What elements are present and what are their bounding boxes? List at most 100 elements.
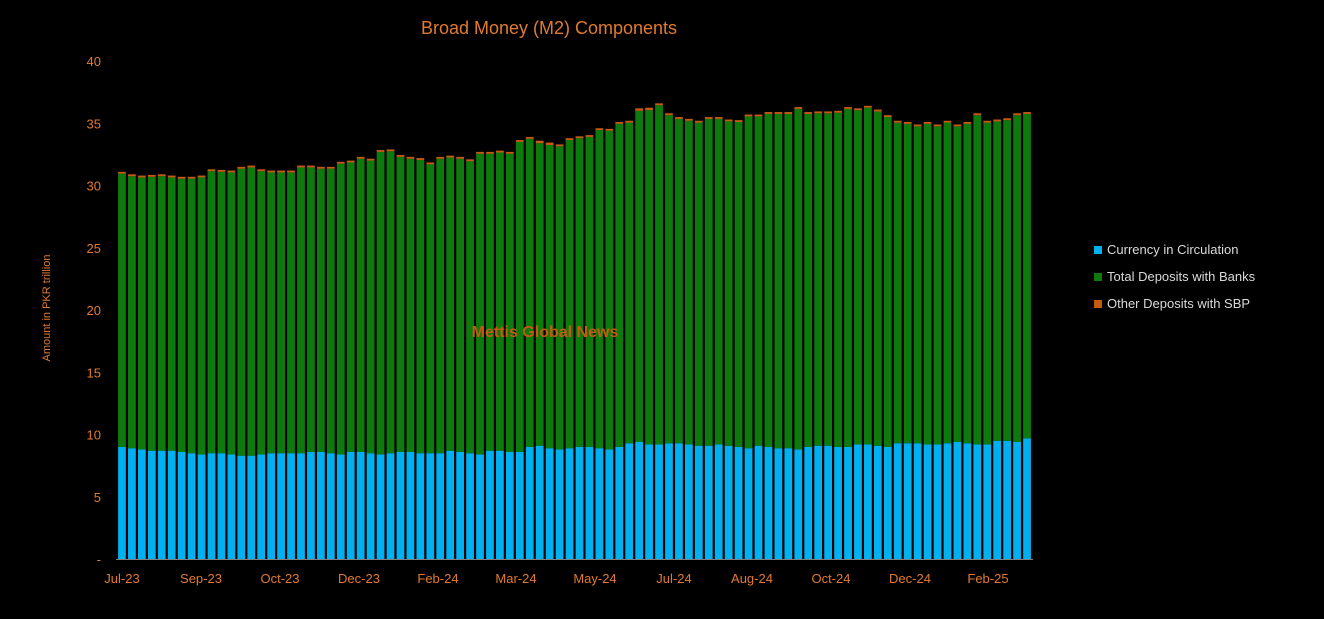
- bar-currency: [585, 446, 594, 559]
- y-axis-ticks: - 5 10 15 20 25 30 35 40: [87, 54, 101, 567]
- bar-currency: [396, 451, 405, 559]
- bar-other: [953, 124, 962, 127]
- bar-other: [207, 169, 216, 172]
- bar-deposits: [535, 143, 544, 446]
- bar-currency: [1013, 441, 1021, 559]
- bar-deposits: [167, 177, 176, 451]
- bar-currency: [685, 444, 693, 559]
- bar-other: [933, 124, 942, 127]
- bar-currency: [615, 446, 624, 559]
- bar-deposits: [297, 167, 305, 454]
- bar-other: [694, 120, 703, 123]
- y-tick-label: 10: [87, 428, 101, 443]
- bar-currency: [635, 441, 644, 559]
- bar-deposits: [665, 115, 673, 444]
- bar-other: [277, 170, 285, 173]
- bar-deposits: [635, 110, 644, 442]
- bar-deposits: [565, 140, 574, 449]
- bar-currency: [416, 453, 425, 559]
- bar-other: [386, 149, 395, 152]
- bar-other: [545, 142, 554, 146]
- bar-currency: [486, 450, 494, 559]
- bar-deposits: [386, 151, 395, 454]
- bar-deposits: [147, 176, 156, 451]
- bar-deposits: [525, 138, 534, 447]
- bar-deposits: [277, 172, 285, 454]
- bar-deposits: [247, 167, 256, 456]
- x-tick-label: Dec-23: [338, 571, 380, 586]
- bar-other: [973, 113, 982, 116]
- bar-other: [665, 113, 673, 116]
- x-tick-label: Feb-25: [967, 571, 1008, 586]
- bar-deposits: [893, 122, 902, 444]
- bar-other: [734, 120, 743, 123]
- y-tick-label: 5: [94, 490, 101, 505]
- bar-other: [197, 175, 206, 178]
- bar-other: [356, 156, 365, 159]
- x-tick-label: Oct-23: [260, 571, 299, 586]
- bar-deposits: [416, 159, 425, 454]
- bar-deposits: [883, 117, 892, 447]
- bar-other: [804, 112, 813, 114]
- bar-other: [346, 160, 355, 163]
- bar-currency: [386, 453, 395, 559]
- bar-currency: [436, 453, 445, 559]
- legend-item-other: Other Deposits with SBP: [1094, 290, 1255, 317]
- bar-deposits: [177, 178, 186, 452]
- bar-other: [1013, 113, 1021, 116]
- bar-deposits: [834, 112, 842, 447]
- bar-currency: [953, 441, 962, 559]
- bar-other: [326, 166, 335, 169]
- x-tick-label: Dec-24: [889, 571, 931, 586]
- bar-currency: [933, 444, 942, 559]
- bar-other: [854, 108, 862, 111]
- bar-deposits: [854, 110, 862, 445]
- bar-other: [1003, 118, 1012, 121]
- bar-other: [366, 158, 375, 161]
- bar-deposits: [267, 172, 276, 454]
- bar-other: [903, 122, 912, 124]
- bar-other: [505, 151, 514, 154]
- bar-currency: [496, 450, 504, 559]
- bar-deposits: [187, 178, 196, 454]
- legend-label-currency: Currency in Circulation: [1107, 242, 1239, 257]
- bar-deposits: [814, 113, 823, 446]
- bar-currency: [267, 453, 276, 559]
- bar-deposits: [724, 121, 733, 446]
- bar-deposits: [466, 161, 474, 454]
- bar-deposits: [326, 168, 335, 454]
- bar-other: [555, 144, 564, 147]
- bar-currency: [675, 443, 683, 559]
- bar-deposits: [366, 160, 375, 454]
- legend-swatch-currency: [1094, 245, 1102, 254]
- bar-currency: [545, 448, 554, 559]
- bar-other: [943, 120, 952, 123]
- bar-currency: [336, 454, 345, 559]
- bar-currency: [147, 450, 156, 559]
- bar-currency: [1023, 438, 1031, 559]
- bar-currency: [426, 453, 435, 559]
- y-tick-label: 35: [87, 116, 101, 131]
- bar-other: [167, 175, 176, 178]
- bar-currency: [177, 451, 186, 559]
- bar-currency: [893, 443, 902, 559]
- bar-deposits: [744, 116, 753, 449]
- bar-deposits: [873, 111, 882, 446]
- bar-other: [406, 156, 415, 159]
- bar-deposits: [237, 168, 246, 456]
- bar-other: [824, 111, 832, 114]
- bar-currency: [814, 445, 823, 559]
- x-tick-label: May-24: [573, 571, 616, 586]
- y-tick-label: 20: [87, 303, 101, 318]
- bar-currency: [943, 443, 952, 559]
- bar-currency: [167, 450, 176, 559]
- bar-currency: [535, 445, 544, 559]
- bar-other: [476, 151, 484, 154]
- bar-currency: [505, 451, 514, 559]
- bar-deposits: [207, 171, 216, 454]
- bar-deposits: [346, 162, 355, 452]
- x-tick-label: Jul-24: [656, 571, 691, 586]
- bar-currency: [247, 455, 256, 559]
- bar-other: [963, 122, 972, 124]
- bar-deposits: [794, 108, 803, 450]
